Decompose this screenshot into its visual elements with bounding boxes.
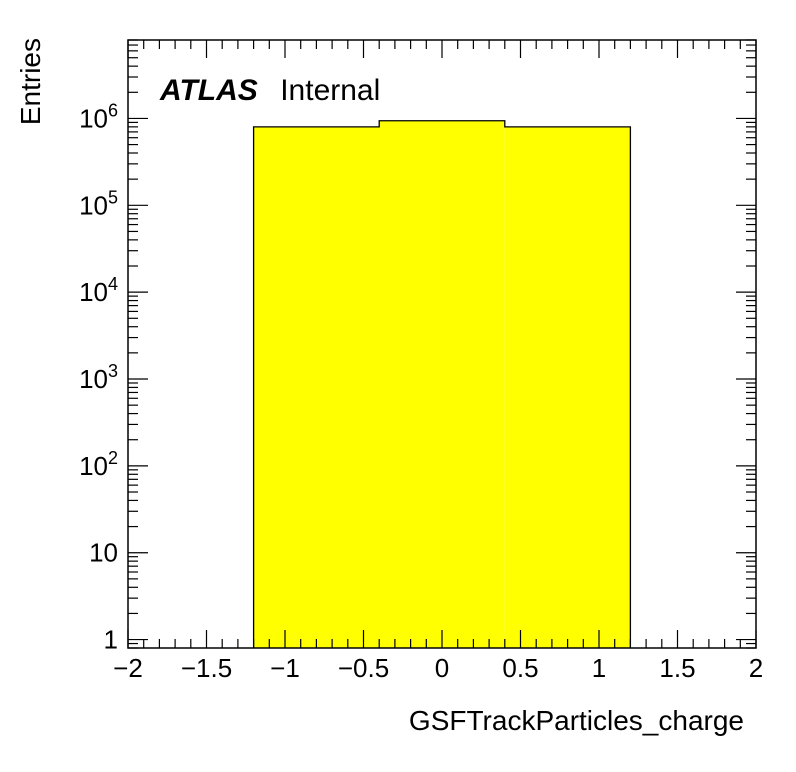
x-tick-label: 1.5 [659, 653, 695, 683]
y-tick-label: 106 [79, 100, 118, 133]
y-tick-label: 1 [104, 625, 118, 655]
histogram-bins [252, 120, 632, 649]
histogram-bin-3 [504, 126, 631, 649]
y-tick-base: 10 [89, 538, 118, 568]
histogram-bin-2 [379, 120, 505, 648]
y-tick-label: 10 [89, 538, 118, 568]
histogram-bin-1 [253, 126, 380, 649]
x-tick-label: 0 [435, 653, 449, 683]
y-axis-title: Entries [15, 38, 46, 125]
y-tick-label: 103 [79, 361, 118, 394]
x-tick-label: 0.5 [502, 653, 538, 683]
y-tick-base: 10 [79, 364, 108, 394]
x-axis-title: GSFTrackParticles_charge [409, 705, 744, 736]
y-tick-base: 10 [79, 103, 108, 133]
atlas-bold-label: ATLAS [159, 74, 258, 107]
y-tick-exponent: 5 [108, 187, 118, 207]
x-tick-label: 1 [592, 653, 606, 683]
x-tick-label: −1.5 [181, 653, 232, 683]
y-tick-label: 104 [79, 274, 118, 307]
internal-label: Internal [280, 74, 380, 107]
y-tick-label: 105 [79, 187, 118, 220]
y-tick-exponent: 2 [108, 448, 118, 468]
x-tick-label: 2 [749, 653, 763, 683]
x-tick-label: −2 [113, 653, 143, 683]
x-tick-labels: −2 −1.5 −1 −0.5 0 0.5 1 1.5 2 [113, 653, 763, 683]
y-tick-exponent: 4 [108, 274, 118, 294]
y-tick-exponent: 3 [108, 361, 118, 381]
y-tick-label: 102 [79, 448, 118, 481]
y-tick-base: 10 [79, 451, 108, 481]
x-tick-label: −0.5 [338, 653, 389, 683]
x-tick-label: −1 [270, 653, 300, 683]
axis-ticks [127, 39, 757, 649]
histogram-outline [252, 120, 632, 648]
plot-frame [127, 39, 757, 649]
y-tick-base: 10 [79, 190, 108, 220]
y-tick-base: 1 [104, 625, 118, 655]
atlas-label: ATLAS Internal [159, 74, 380, 107]
y-tick-exponent: 6 [108, 100, 118, 120]
y-tick-base: 10 [79, 277, 108, 307]
